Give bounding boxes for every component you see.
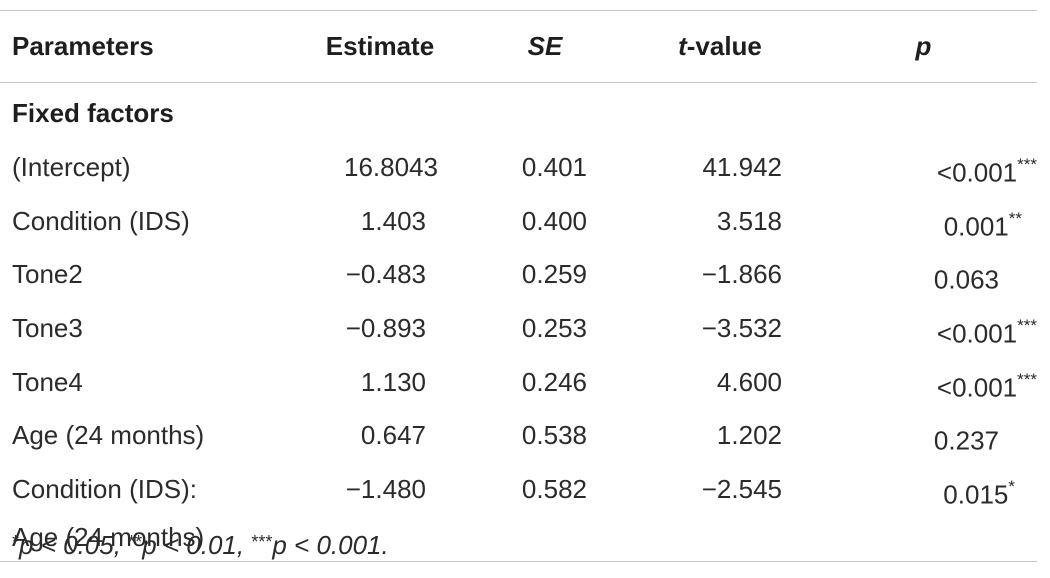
footnote-sig2-text: p < 0.01, bbox=[142, 530, 252, 560]
cell-estimate: 1.130 bbox=[360, 366, 426, 397]
footnote-sig1-mark: * bbox=[12, 532, 20, 552]
top-rule bbox=[0, 10, 1037, 11]
bottom-rule bbox=[0, 560, 1037, 562]
cell-se: 0.401 bbox=[521, 152, 587, 182]
cell-estimate: 16.8043 bbox=[344, 152, 438, 182]
table-row: (Intercept) 16.8043 0.401 41.942 <0.001*… bbox=[0, 143, 1037, 197]
cell-t-value: −2.545 bbox=[701, 473, 782, 504]
cell-p-sig: *** bbox=[1017, 155, 1037, 174]
footnote-sig2-mark: ** bbox=[128, 532, 143, 552]
section-row: Fixed factors bbox=[0, 83, 1037, 143]
cell-parameter: Condition (IDS): Age (24 months) bbox=[0, 465, 300, 561]
cell-se: 0.538 bbox=[521, 420, 587, 451]
cell-p: 0.063 bbox=[810, 250, 1037, 304]
header-se: SE bbox=[527, 31, 563, 61]
cell-se: 0.253 bbox=[521, 312, 587, 343]
cell-p-value: 0.001 bbox=[943, 211, 1009, 242]
cell-estimate: −0.893 bbox=[345, 312, 426, 343]
cell-parameter-line1: Condition (IDS): bbox=[12, 473, 197, 504]
footnote-sig3-mark: *** bbox=[251, 532, 273, 552]
header-parameters: Parameters bbox=[12, 31, 154, 61]
cell-t-value: 41.942 bbox=[702, 152, 782, 182]
footnote-sig1-text: p < 0.05, bbox=[19, 530, 129, 560]
cell-estimate: 0.647 bbox=[360, 420, 426, 451]
cell-p: <0.001*** bbox=[810, 304, 1037, 358]
header-t-value: t-value bbox=[630, 11, 810, 83]
cell-parameter: Tone3 bbox=[12, 312, 83, 343]
cell-p-sig: *** bbox=[1017, 315, 1037, 335]
cell-p-sig: ** bbox=[1008, 208, 1022, 228]
header-row: Parameters Estimate SE t-value p bbox=[0, 11, 1037, 83]
results-table: Parameters Estimate SE t-value p Fixed f… bbox=[0, 11, 1037, 561]
cell-estimate: −1.480 bbox=[345, 473, 426, 504]
cell-parameter: Condition (IDS) bbox=[12, 205, 190, 236]
cell-parameter: (Intercept) bbox=[12, 152, 131, 182]
cell-t-value: 4.600 bbox=[716, 366, 782, 397]
cell-se: 0.582 bbox=[521, 473, 587, 504]
cell-p: 0.001** bbox=[810, 197, 1037, 251]
cell-t-value: −3.532 bbox=[701, 312, 782, 343]
cell-estimate: 1.403 bbox=[360, 205, 426, 236]
cell-p-value: <0.001 bbox=[936, 318, 1018, 349]
cell-p-value: 0.063 bbox=[933, 264, 999, 295]
header-p: p bbox=[915, 31, 932, 61]
cell-t-value: −1.866 bbox=[701, 259, 782, 290]
cell-parameter-line2: Age (24 months) bbox=[12, 521, 205, 552]
header-estimate: Estimate bbox=[325, 31, 435, 61]
results-table-container: Parameters Estimate SE t-value p Fixed f… bbox=[0, 10, 1050, 562]
cell-p: 0.237 bbox=[810, 411, 1037, 465]
cell-parameter: Tone4 bbox=[12, 366, 83, 397]
header-t-italic: t bbox=[678, 31, 687, 61]
cell-p: 0.015* bbox=[810, 465, 1037, 561]
cell-se: 0.246 bbox=[521, 366, 587, 397]
cell-t-value: 1.202 bbox=[716, 420, 782, 451]
cell-p-value: <0.001 bbox=[936, 372, 1018, 403]
table-row: Age (24 months) 0.647 0.538 1.202 0.237 bbox=[0, 411, 1037, 465]
footnote-sig3-text: p < 0.001. bbox=[272, 530, 389, 560]
cell-p-value: <0.001 bbox=[936, 157, 1018, 188]
table-footnote: *p < 0.05, **p < 0.01, ***p < 0.001. bbox=[12, 528, 389, 565]
cell-parameter: Tone2 bbox=[12, 259, 83, 290]
cell-se: 0.400 bbox=[521, 205, 587, 236]
table-row: Tone3 −0.893 0.253 −3.532 <0.001*** bbox=[0, 304, 1037, 358]
cell-p-value: 0.237 bbox=[933, 425, 999, 456]
cell-p-sig: * bbox=[1008, 476, 1015, 496]
cell-p-value: 0.015 bbox=[943, 479, 1009, 510]
cell-t-value: 3.518 bbox=[716, 205, 782, 236]
table-row: Condition (IDS) 1.403 0.400 3.518 0.001*… bbox=[0, 197, 1037, 251]
table-row: Tone2 −0.483 0.259 −1.866 0.063 bbox=[0, 250, 1037, 304]
cell-p: <0.001*** bbox=[810, 143, 1037, 197]
cell-se: 0.259 bbox=[521, 259, 587, 290]
cell-p: <0.001*** bbox=[810, 358, 1037, 412]
section-label-fixed-factors: Fixed factors bbox=[12, 98, 174, 128]
table-row: Tone4 1.130 0.246 4.600 <0.001*** bbox=[0, 358, 1037, 412]
cell-p-sig: *** bbox=[1017, 369, 1037, 389]
cell-estimate: −0.483 bbox=[345, 259, 426, 290]
header-t-rest: -value bbox=[686, 31, 762, 61]
cell-parameter: Age (24 months) bbox=[12, 420, 205, 451]
header-rule bbox=[0, 82, 1037, 83]
table-row: Condition (IDS): Age (24 months) −1.480 … bbox=[0, 465, 1037, 561]
